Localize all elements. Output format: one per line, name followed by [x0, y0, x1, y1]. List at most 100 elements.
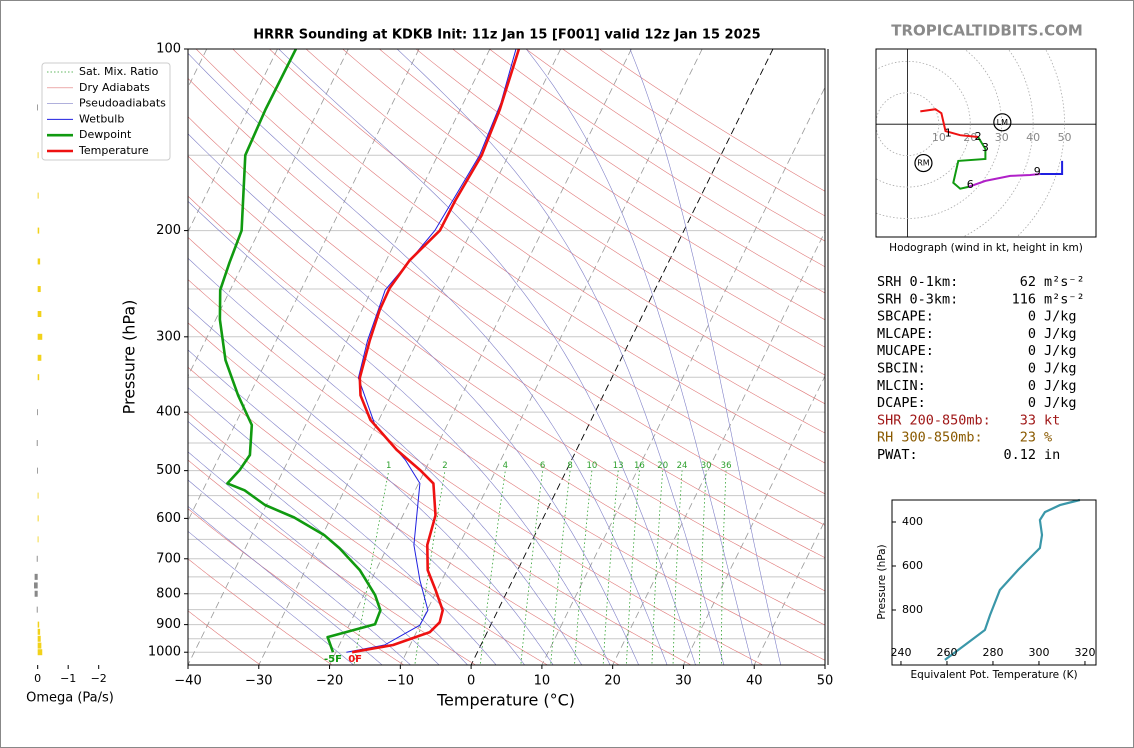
omega-bar	[37, 104, 38, 111]
hodograph-area: 10 20 30 40 50 1 23 6 9 LM RM	[876, 49, 1096, 237]
watermark: TROPICALTIDBITS.COM	[891, 22, 1083, 40]
dry-adiabat	[342, 49, 825, 376]
stat-unit: J/kg	[1044, 378, 1077, 394]
pseudoadiabat	[188, 133, 640, 665]
storm-motion-marker	[914, 153, 933, 173]
y-tick-label: 800	[156, 586, 181, 601]
range-ring	[876, 49, 1003, 219]
pseudoadiabat	[188, 420, 469, 665]
hodograph-line	[968, 173, 1041, 188]
pseudoadiabat	[525, 49, 753, 665]
dry-adiabat	[188, 77, 825, 526]
hodograph-line	[1040, 160, 1064, 175]
omega-bar	[37, 374, 40, 381]
mixing-ratio-line	[699, 470, 707, 665]
dry-adiabat	[195, 49, 825, 495]
pseudoadiabat	[629, 49, 782, 665]
dry-adiabat	[188, 279, 764, 665]
mixing-ratio-label: 4	[503, 461, 508, 471]
omega-bar	[37, 354, 42, 361]
mixing-ratio-label: 8	[567, 461, 572, 471]
omega-bar	[34, 573, 38, 580]
legend-label: Wetbulb	[79, 112, 124, 125]
mixing-ratio-line	[574, 470, 593, 665]
mixing-ratio-label: 13	[613, 461, 624, 471]
y-tick-label: 1000	[148, 645, 181, 660]
dry-adiabat	[232, 49, 825, 464]
mixing-ratio-label: 20	[657, 461, 668, 471]
mixing-ratio-line	[520, 470, 543, 665]
dry-adiabat	[305, 49, 825, 405]
x-tick-label: 10	[534, 674, 551, 689]
storm-motion-marker	[993, 113, 1012, 132]
stat-label: MLCAPE:	[877, 326, 934, 342]
mixing-ratio-line	[550, 470, 571, 665]
omega-bar	[37, 311, 42, 318]
dry-adiabat	[188, 195, 825, 626]
x-tick-label: 300	[1028, 646, 1049, 659]
pseudoadiabat	[278, 49, 696, 665]
y-axis-label: Pressure (hPa)	[876, 544, 888, 619]
sounding-line	[218, 49, 382, 653]
legend-label: Pseudoadiabats	[79, 97, 166, 110]
omega-bar	[37, 649, 43, 656]
legend-label: Dewpoint	[79, 128, 132, 141]
stat-label: SRH 0-1km:	[877, 274, 958, 290]
omega-bar	[37, 642, 42, 649]
stat-value: 62	[1020, 274, 1036, 290]
pseudoadiabat	[188, 387, 497, 665]
pseudoadiabat	[188, 479, 412, 665]
legend-label: Dry Adiabats	[79, 81, 150, 94]
stat-label: MUCAPE:	[877, 343, 934, 359]
x-tick-label: 0	[34, 672, 41, 685]
x-tick-label: −20	[316, 674, 343, 689]
dry-adiabat	[188, 366, 620, 665]
omega-bar	[34, 582, 38, 589]
ring-label: 40	[1026, 131, 1040, 144]
mixing-ratio-line	[625, 470, 640, 665]
stat-value: 116	[1012, 291, 1036, 307]
mixing-ratio-label: 2	[442, 461, 447, 471]
pseudoadiabat	[188, 200, 611, 665]
storm-motion-label: RM	[917, 159, 930, 168]
isotherm	[188, 49, 420, 522]
x-axis-label: Temperature (°C)	[436, 691, 575, 710]
plot-area	[188, 49, 825, 665]
chart-title: HRRR Sounding at KDKB Init: 11z Jan 15 […	[253, 28, 760, 43]
dry-adiabat	[188, 558, 333, 665]
x-tick-label: −2	[91, 672, 107, 685]
hodograph-frame	[875, 48, 1097, 238]
x-tick-label: 30	[675, 674, 692, 689]
mixing-ratio-line	[602, 470, 619, 665]
dry-adiabat	[188, 412, 549, 665]
legend-label: Temperature	[78, 144, 149, 157]
omega-bar	[37, 492, 39, 499]
x-tick-label: −10	[387, 674, 414, 689]
pseudoadiabat	[188, 505, 383, 665]
isotherm	[329, 49, 632, 665]
stat-unit: J/kg	[1044, 309, 1077, 325]
stat-label: PWAT:	[877, 447, 918, 463]
isotherm	[258, 49, 562, 665]
height-label: 1	[945, 126, 952, 139]
dry-adiabat	[415, 49, 825, 321]
ring-label: 30	[995, 131, 1009, 144]
x-tick-label: 240	[890, 646, 911, 659]
dry-adiabat	[188, 610, 261, 665]
sounding-line	[351, 49, 521, 654]
mixing-ratio-line	[353, 470, 390, 665]
pseudoadiabat	[188, 349, 525, 665]
stat-value: 33	[1020, 412, 1036, 428]
y-tick-label: 700	[156, 551, 181, 566]
dry-adiabat	[188, 155, 825, 592]
range-ring	[876, 60, 971, 188]
pseudoadiabat	[188, 257, 583, 665]
y-axis-label: Pressure (hPa)	[120, 300, 139, 415]
pseudoadiabat	[188, 306, 554, 665]
dry-adiabat	[378, 49, 825, 348]
omega-bar	[37, 536, 39, 543]
stat-unit: J/kg	[1044, 395, 1077, 411]
mixing-ratio-line	[721, 470, 727, 665]
height-label: 2	[975, 130, 982, 143]
x-tick-label: −40	[174, 674, 201, 689]
